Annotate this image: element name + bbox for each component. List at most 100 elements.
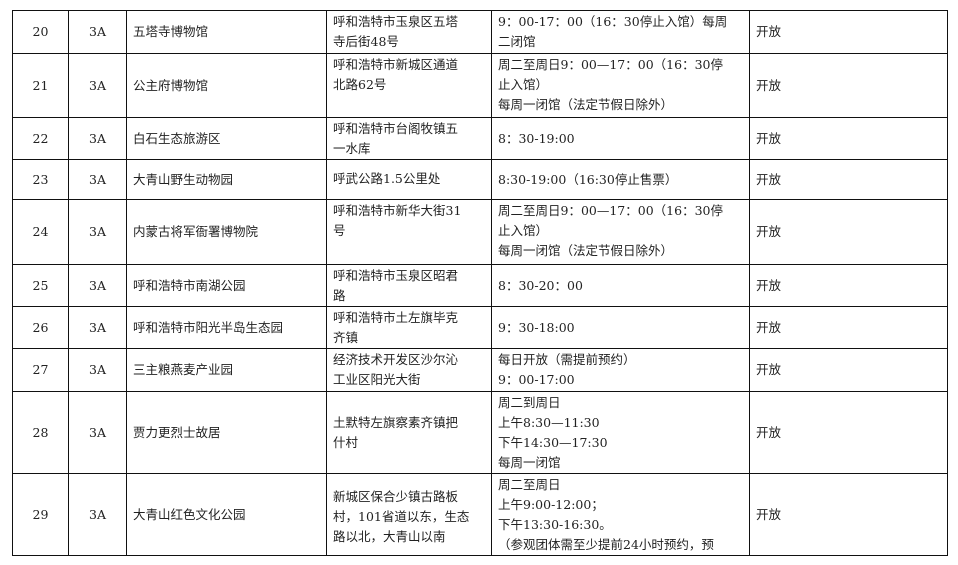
address-line: 齐镇 bbox=[333, 330, 359, 345]
hours-line: 9：00-17:00 bbox=[498, 372, 575, 387]
table-row: 25 3A 呼和浩特市南湖公园 呼和浩特市玉泉区昭君路 8：30-20：00 开放 bbox=[12, 264, 948, 307]
hours-line: 下午13:30-16:30。 bbox=[498, 517, 612, 532]
address-cell: 呼和浩特市新城区通道 北路62号 bbox=[326, 53, 492, 118]
address-line: 村，101省道以东，生态 bbox=[333, 509, 470, 524]
spot-name: 贾力更烈士故居 bbox=[126, 391, 327, 474]
table-row: 21 3A 公主府博物馆 呼和浩特市新城区通道 北路62号 周二至周日9：00—17：00… bbox=[12, 53, 948, 118]
hours-line: 止入馆） bbox=[498, 77, 549, 92]
spot-name: 三主粮燕麦产业园 bbox=[126, 348, 327, 392]
row-number: 29 bbox=[12, 473, 69, 556]
table-row: 24 3A 内蒙古将军衙署博物院 呼和浩特市新华大街31 号 周二至周日9：00—17：0… bbox=[12, 199, 948, 265]
hours-line: 每周一闭馆 bbox=[498, 455, 561, 470]
table-row: 23 3A 大青山野生动物园 呼武公路1.5公里处 8:30-19:00（16:30停止… bbox=[12, 159, 948, 200]
rating-level: 3A bbox=[68, 199, 127, 265]
table-row: 22 3A 白石生态旅游区 呼和浩特市台阁牧镇五 一水库 8：30-19:00 开放 bbox=[12, 117, 948, 160]
hours-line: 9：00-17：00（16：30停止入馆）每周 bbox=[498, 14, 728, 29]
open-status: 开放 bbox=[749, 264, 948, 307]
hours-line: 周二至周日9：00—17：00（16：30停 bbox=[498, 203, 723, 218]
address-line: 呼和浩特市新城区通道 bbox=[333, 57, 459, 72]
address-line: 号 bbox=[333, 223, 346, 238]
opening-hours-cell: 周二至周日上午9:00-12:00； 下午13:30-16:30。 （参观团体需至少… bbox=[491, 473, 750, 556]
address-cell: 土默特左旗察素齐镇把 什村 bbox=[326, 391, 492, 474]
opening-hours-cell: 每日开放（需提前预约） 9：00-17:00 bbox=[491, 348, 750, 392]
address-cell: 呼武公路1.5公里处 bbox=[326, 159, 492, 200]
hours-line: 8:30-19:00（16:30停止售票） bbox=[498, 171, 678, 187]
table-row: 20 3A 五塔寺博物馆 呼和浩特市玉泉区五塔 寺后街48号 9：00-17：00（16：… bbox=[12, 10, 948, 54]
address-cell: 呼和浩特市台阁牧镇五 一水库 bbox=[326, 117, 492, 160]
row-number: 24 bbox=[12, 199, 69, 265]
address-cell: 呼和浩特市玉泉区五塔 寺后街48号 bbox=[326, 10, 492, 54]
address-line: 路 bbox=[333, 288, 346, 303]
open-status: 开放 bbox=[749, 306, 948, 349]
opening-hours-cell: 8:30-19:00（16:30停止售票） bbox=[491, 159, 750, 200]
row-number: 21 bbox=[12, 53, 69, 118]
hours-line: 下午14:30—17:30 bbox=[498, 435, 608, 450]
table-row: 26 3A 呼和浩特市阳光半岛生态园 呼和浩特市土左旗毕克 齐镇 9：30-18:00 开放 bbox=[12, 306, 948, 349]
address-cell: 呼和浩特市土左旗毕克 齐镇 bbox=[326, 306, 492, 349]
address-line: 呼和浩特市玉泉区昭君 bbox=[333, 268, 459, 283]
address-line: 路以北，大青山以南 bbox=[333, 529, 446, 544]
rating-level: 3A bbox=[68, 117, 127, 160]
opening-hours-cell: 8：30-19:00 bbox=[491, 117, 750, 160]
row-number: 25 bbox=[12, 264, 69, 307]
address-cell: 呼和浩特市新华大街31 号 bbox=[326, 199, 492, 265]
address-line: 寺后街48号 bbox=[333, 34, 399, 49]
table-row: 27 3A 三主粮燕麦产业园 经济技术开发区沙尔沁 工业区阳光大街 每日开放（需提前预约）… bbox=[12, 348, 948, 392]
address-line: 呼和浩特市台阁牧镇五 bbox=[333, 121, 459, 136]
opening-hours-cell: 8：30-20：00 bbox=[491, 264, 750, 307]
open-status: 开放 bbox=[749, 391, 948, 474]
open-status: 开放 bbox=[749, 348, 948, 392]
address-line: 北路62号 bbox=[333, 77, 387, 92]
hours-line: 每周一闭馆（法定节假日除外） bbox=[498, 243, 674, 258]
row-number: 26 bbox=[12, 306, 69, 349]
address-line: 土默特左旗察素齐镇把 bbox=[333, 415, 459, 430]
row-number: 27 bbox=[12, 348, 69, 392]
row-number: 23 bbox=[12, 159, 69, 200]
spot-name: 大青山野生动物园 bbox=[126, 159, 327, 200]
open-status: 开放 bbox=[749, 199, 948, 265]
address-line: 什村 bbox=[333, 435, 359, 450]
rating-level: 3A bbox=[68, 473, 127, 556]
hours-line: 9：30-18:00 bbox=[498, 319, 575, 335]
hours-line: （参观团体需至少提前24小时预约，预 bbox=[498, 537, 714, 552]
hours-line: 二闭馆 bbox=[498, 34, 536, 49]
address-line: 呼和浩特市新华大街31 bbox=[333, 203, 462, 218]
opening-hours-cell: 9：30-18:00 bbox=[491, 306, 750, 349]
address-line: 呼武公路1.5公里处 bbox=[333, 171, 441, 186]
hours-line: 8：30-20：00 bbox=[498, 277, 583, 293]
address-cell: 呼和浩特市玉泉区昭君路 bbox=[326, 264, 492, 307]
hours-line: 止入馆） bbox=[498, 223, 549, 238]
address-cell: 经济技术开发区沙尔沁 工业区阳光大街 bbox=[326, 348, 492, 392]
hours-line: 周二至周日 bbox=[498, 477, 561, 492]
table-row: 29 3A 大青山红色文化公园 新城区保合少镇古路板 村，101省道以东，生态 路以北，大… bbox=[12, 473, 948, 556]
scenic-spots-table: 20 3A 五塔寺博物馆 呼和浩特市玉泉区五塔 寺后街48号 9：00-17：00（16：… bbox=[12, 10, 948, 556]
hours-line: 每日开放（需提前预约） bbox=[498, 352, 636, 367]
address-line: 经济技术开发区沙尔沁 bbox=[333, 352, 459, 367]
address-line: 工业区阳光大街 bbox=[333, 372, 421, 387]
rating-level: 3A bbox=[68, 53, 127, 118]
row-number: 22 bbox=[12, 117, 69, 160]
hours-line: 周二至周日9：00—17：00（16：30停 bbox=[498, 57, 723, 72]
spot-name: 大青山红色文化公园 bbox=[126, 473, 327, 556]
open-status: 开放 bbox=[749, 473, 948, 556]
address-line: 呼和浩特市玉泉区五塔 bbox=[333, 14, 459, 29]
hours-line: 上午9:00-12:00； bbox=[498, 497, 604, 512]
opening-hours-cell: 周二至周日9：00—17：00（16：30停 止入馆） 每周一闭馆（法定节假日除外） bbox=[491, 53, 750, 118]
open-status: 开放 bbox=[749, 10, 948, 54]
open-status: 开放 bbox=[749, 117, 948, 160]
row-number: 20 bbox=[12, 10, 69, 54]
rating-level: 3A bbox=[68, 159, 127, 200]
row-number: 28 bbox=[12, 391, 69, 474]
spot-name: 呼和浩特市南湖公园 bbox=[126, 264, 327, 307]
address-line: 呼和浩特市土左旗毕克 bbox=[333, 310, 459, 325]
address-line: 一水库 bbox=[333, 141, 371, 156]
hours-line: 每周一闭馆（法定节假日除外） bbox=[498, 97, 674, 112]
rating-level: 3A bbox=[68, 306, 127, 349]
hours-line: 8：30-19:00 bbox=[498, 130, 575, 146]
opening-hours-cell: 9：00-17：00（16：30停止入馆）每周 二闭馆 bbox=[491, 10, 750, 54]
spot-name: 呼和浩特市阳光半岛生态园 bbox=[126, 306, 327, 349]
address-cell: 新城区保合少镇古路板 村，101省道以东，生态 路以北，大青山以南 bbox=[326, 473, 492, 556]
opening-hours-cell: 周二至周日9：00—17：00（16：30停 止入馆） 每周一闭馆（法定节假日除外） bbox=[491, 199, 750, 265]
address-line: 新城区保合少镇古路板 bbox=[333, 489, 459, 504]
spot-name: 内蒙古将军衙署博物院 bbox=[126, 199, 327, 265]
